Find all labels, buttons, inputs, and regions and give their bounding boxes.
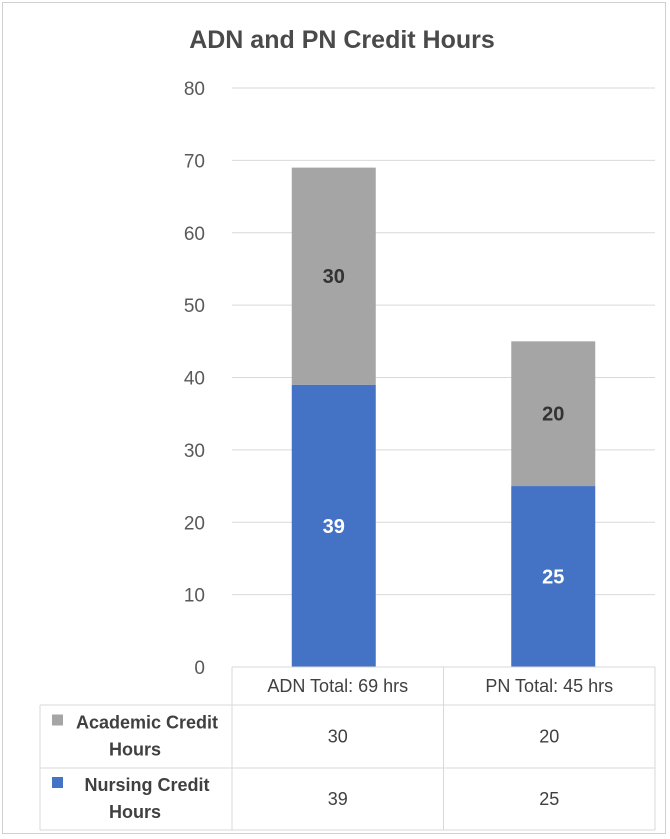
chart-title: ADN and PN Credit Hours [189,26,495,54]
y-tick-label: 0 [194,658,205,679]
y-tick-label: 20 [184,513,205,534]
data-label: 39 [323,516,345,538]
table-cell: 30 [328,727,348,747]
x-category-label: PN Total: 45 hrs [485,676,613,696]
bar-segment [511,341,596,487]
row-header-line-2: Hours [109,802,161,822]
bar-segment [291,384,376,667]
y-tick-label: 30 [184,441,205,462]
y-tick-label: 60 [184,224,205,245]
table-cell: 25 [539,789,559,809]
legend-swatch [52,714,63,726]
y-tick-label: 70 [184,151,205,172]
bar-segment [511,486,596,667]
y-tick-label: 40 [184,369,205,390]
row-header-line-2: Hours [109,740,161,760]
table-cell: 39 [328,789,348,809]
y-tick-label: 10 [184,586,205,607]
x-category-label: ADN Total: 69 hrs [267,676,408,696]
data-label: 30 [323,266,345,288]
data-label: 20 [542,404,564,426]
bar-segment [291,167,376,385]
row-header-line-1: Academic Credit [76,713,218,733]
y-tick-label: 50 [184,296,205,317]
data-label: 25 [542,567,564,589]
table-cell: 20 [539,727,559,747]
y-tick-label: 80 [184,79,205,100]
row-header-line-1: Nursing Credit [84,775,209,795]
legend-swatch [52,777,63,788]
